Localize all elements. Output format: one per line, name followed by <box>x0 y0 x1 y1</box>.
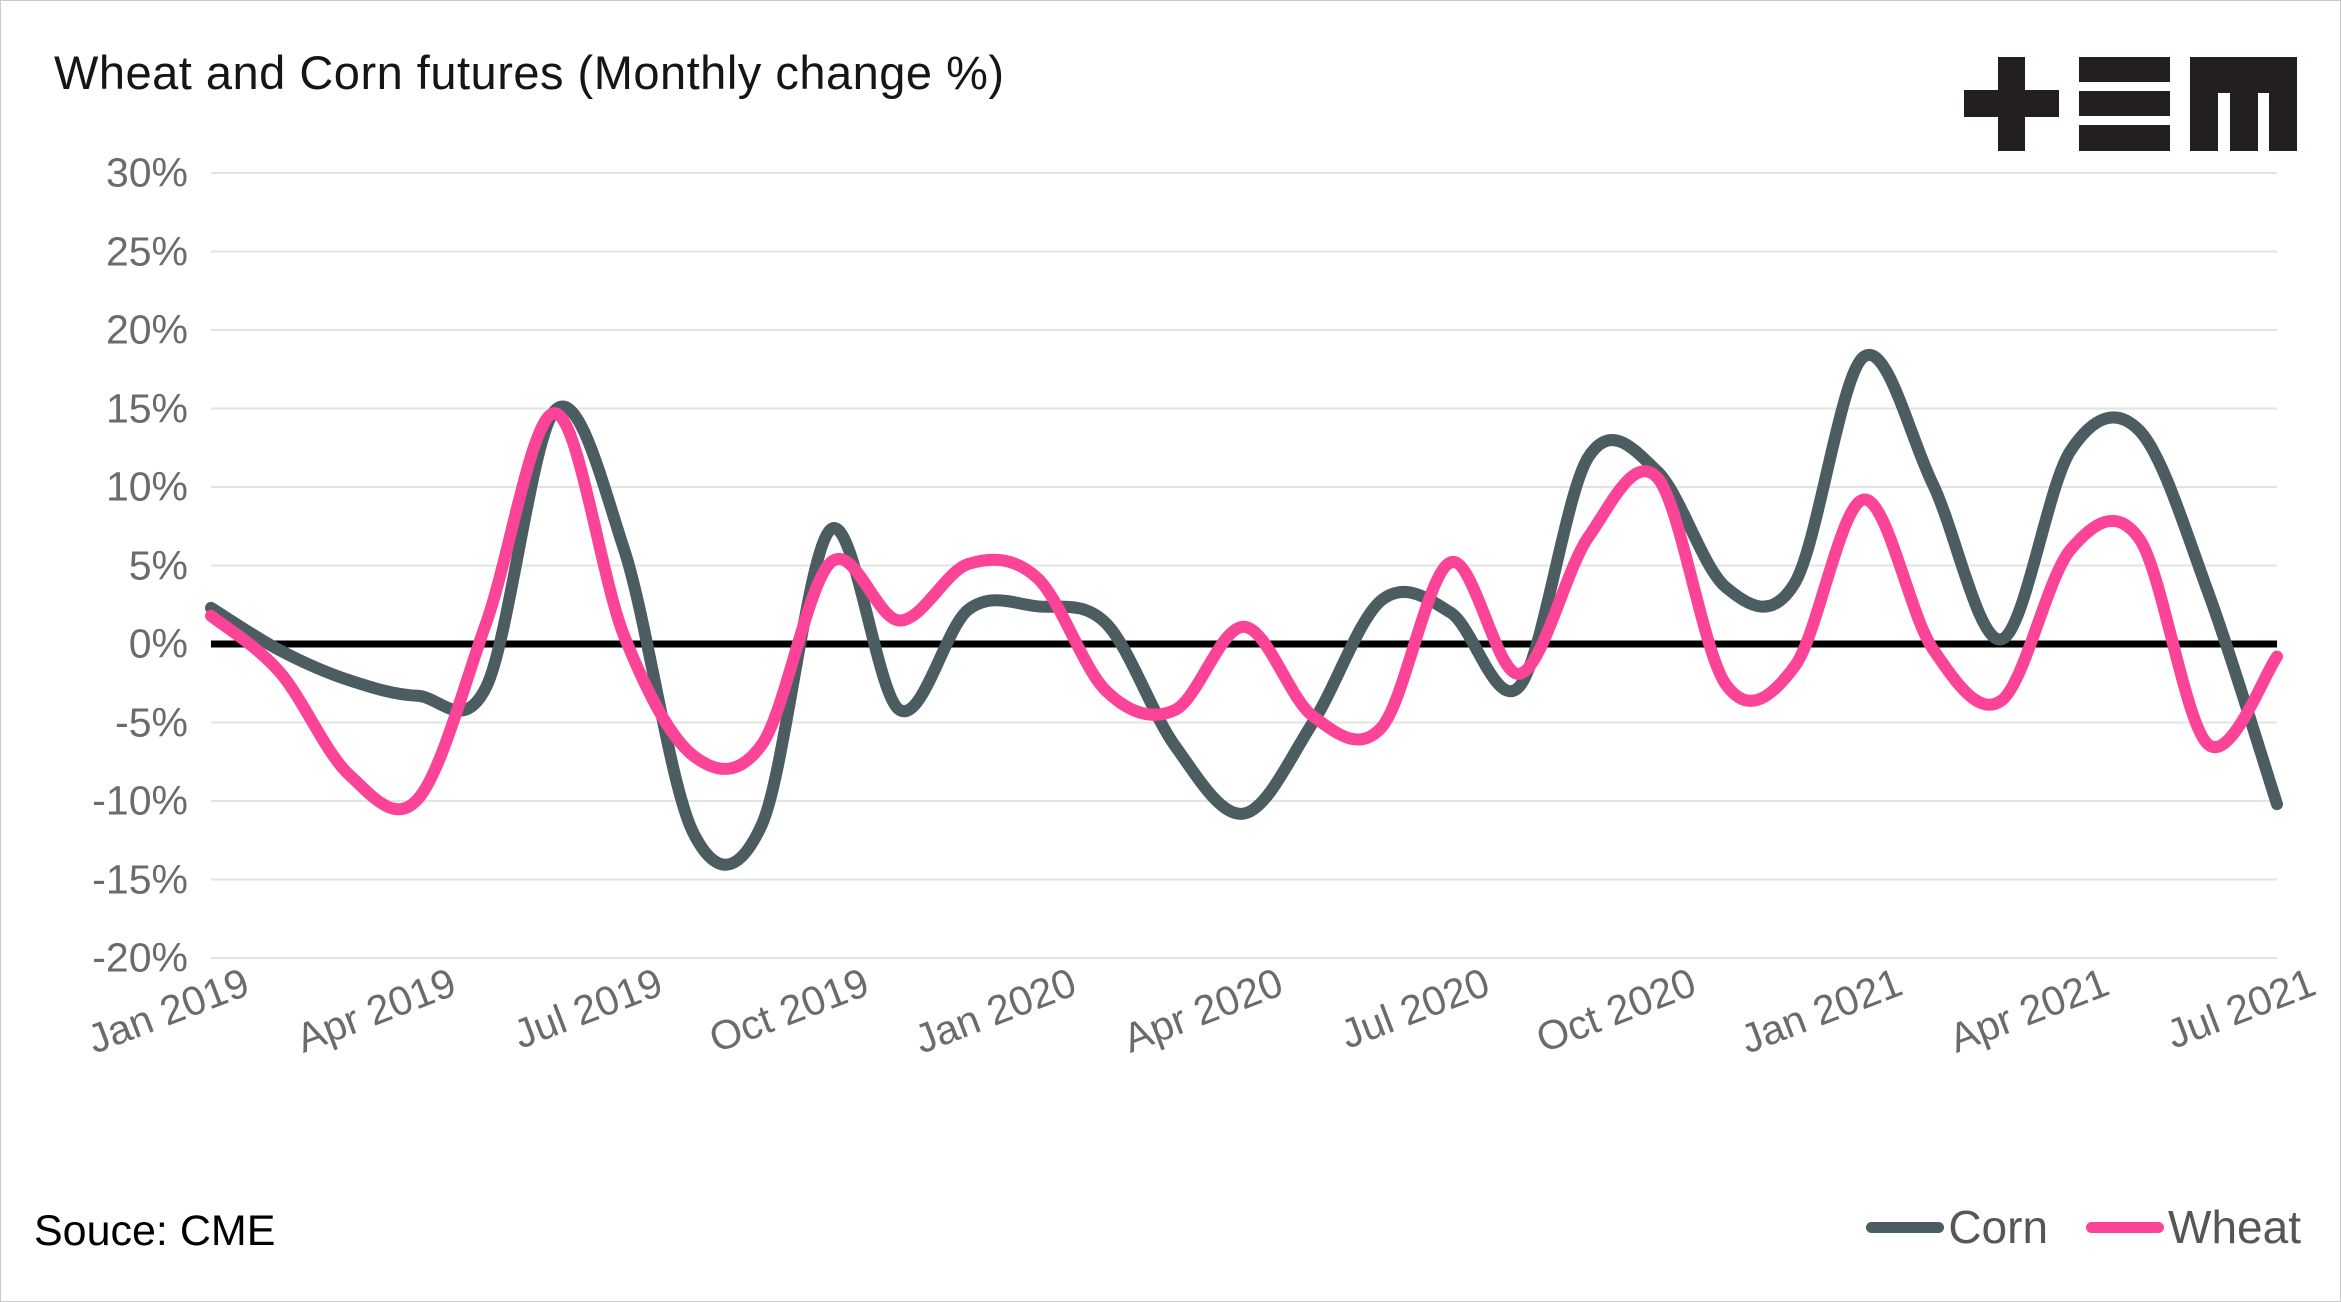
legend: Corn Wheat <box>1721 1197 2301 1257</box>
y-tick-label: 0% <box>128 620 188 667</box>
series-lines <box>205 349 2283 871</box>
logo-m-icon <box>2190 57 2297 151</box>
chart-title: Wheat and Corn futures (Monthly change %… <box>54 46 1005 99</box>
legend-label-wheat: Wheat <box>2168 1201 2301 1253</box>
legend-item-wheat: Wheat <box>2086 1200 2301 1254</box>
logo-bars-icon <box>2079 57 2170 82</box>
y-tick-label: 30% <box>105 149 188 196</box>
y-tick-label: -5% <box>115 699 188 745</box>
wheat-line <box>205 407 2283 816</box>
y-tick-label: 25% <box>105 228 188 274</box>
y-tick-label: -20% <box>92 934 188 981</box>
y-tick-label: 20% <box>105 306 188 353</box>
corn-line <box>205 349 2283 871</box>
legend-item-corn: Corn <box>1866 1200 2048 1254</box>
source-label: Souce: CME <box>34 1207 276 1255</box>
y-tick-label: 5% <box>128 542 188 588</box>
trading-economics-logo-icon <box>1964 57 2297 151</box>
y-tick-label: -10% <box>92 777 188 824</box>
wheat-line-swatch-icon <box>2086 1221 2165 1233</box>
y-tick-label: 10% <box>105 463 188 510</box>
corn-line-swatch-icon <box>1866 1221 1945 1233</box>
y-tick-label: 15% <box>105 385 188 431</box>
legend-label-corn: Corn <box>1948 1201 2049 1253</box>
y-tick-label: -15% <box>92 856 188 902</box>
